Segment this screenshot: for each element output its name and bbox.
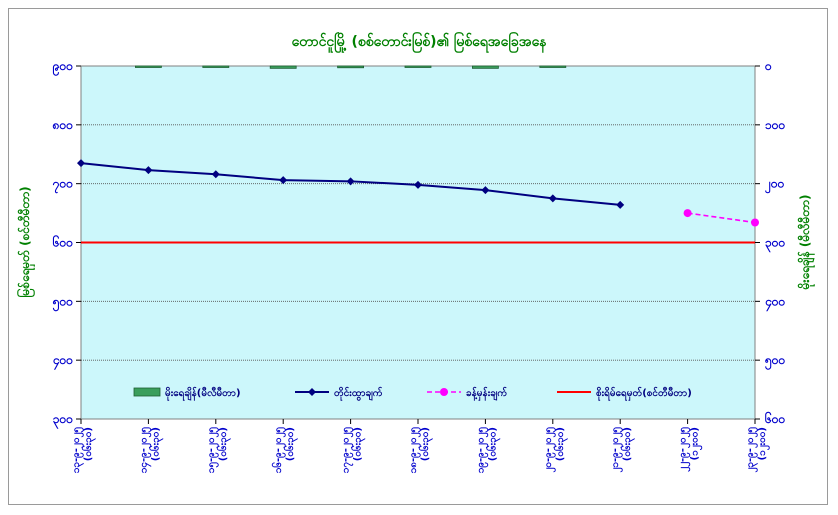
x-tick-label: ၁၅-၉-၂၀၂၅ (၀၆း၃၀) — [206, 427, 232, 473]
x-tick-label: ၂၂-၉-၂၀၂၅ (၁၂း၀၀) — [678, 427, 704, 472]
x-tick-time: (၀၆း၃၀) — [81, 427, 97, 461]
x-tick-label: ၂၀-၉-၂၀၂၅ (၀၆း၃၀) — [543, 427, 569, 473]
right-tick-label: ၀ — [764, 59, 772, 73]
legend-marker-forecast — [440, 388, 448, 396]
legend-label-rainfall: မိုးရေချိန်(မီလီမီတာ) — [165, 386, 241, 402]
rainfall-bar — [404, 65, 432, 68]
x-tick-label: ၁၈-၉-၂၀၂၅ (၀၆း၃၀) — [408, 427, 434, 473]
x-tick-date: ၁၈-၉-၂၀၂၅ — [408, 427, 422, 473]
left-tick-label: ၇၀၀ — [52, 177, 74, 195]
x-tick-time: (၀၆း၃၀) — [148, 427, 164, 461]
forecast-point — [683, 209, 692, 218]
right-tick-label: ၃၀၀ — [765, 236, 786, 254]
right-tick-label: ၂၀၀ — [764, 177, 785, 195]
legend-swatch-rainfall — [133, 387, 161, 397]
x-tick-label: ၁၄-၉-၂၀၂၅ (၀၆း၃၀) — [138, 427, 164, 473]
right-tick-label: ၆၀၀ — [764, 410, 786, 426]
x-tick-time: (၀၆း၃၀) — [418, 427, 434, 461]
right-tick-label: ၄၀၀ — [764, 294, 786, 312]
observed-point — [144, 166, 153, 175]
forecast-point — [751, 218, 759, 227]
x-tick-time: (၀၆း၃၀) — [485, 427, 501, 461]
x-tick-label: ၂၁-၉-၂၀၂၅ (၀၆း၃၀) — [610, 427, 636, 473]
x-tick-date: ၁၆-၉-၂၀၂၅ — [271, 427, 287, 473]
observed-point — [346, 177, 355, 186]
x-tick-time: (၁၂း၀၀) — [757, 427, 771, 460]
observed-point — [211, 170, 220, 179]
left-tick-label: ၆၀၀ — [52, 234, 74, 250]
y-axis-label-right: မိုးရေချိန် (မီလီမီတာ) — [796, 195, 816, 291]
observed-point — [279, 176, 288, 185]
chart-svg: တောင်ငူမြို့ (စစ်တောင်းမြစ်)၏ မြစ်ရေအခြေ… — [15, 32, 816, 473]
legend: မိုးရေချိန်(မီလီမီတာ) တိုင်းထွာချက် ခန့်မှ… — [133, 386, 692, 402]
rainfall-bar — [202, 65, 230, 68]
y-axis-label-left: မြစ်ရေမှတ် (စင်တီမီတာ) — [15, 186, 36, 297]
x-tick-label: ၂၃-၉-၂၀၂၅ (၁၂း၀၀) — [745, 427, 771, 473]
legend-label-warning: စိုးရိမ်ရေမှတ်(စင်တီမီတာ) — [596, 386, 692, 402]
x-tick-time: (၀၆း၃၀) — [351, 427, 367, 461]
observed-point — [548, 194, 557, 203]
legend-label-forecast: ခန့်မှန်းချက် — [466, 386, 507, 402]
rainfall-bar — [135, 65, 162, 68]
observed-point — [414, 180, 422, 189]
right-tick-label: ၅၀၀ — [764, 353, 786, 371]
forecast-line — [687, 212, 756, 224]
x-tick-time: (၀၆း၃၀) — [553, 427, 569, 461]
x-tick-date: ၁၃-၉-၂၀၂၅ — [71, 427, 85, 473]
x-tick-date: ၂၁-၉-၂၀၂၅ — [610, 427, 624, 473]
x-tick-date: ၁၉-၉-၂၀၂၅ — [475, 427, 489, 473]
x-tick-label: ၁၃-၉-၂၀၂၅ (၀၆း၃၀) — [71, 427, 97, 473]
rainfall-bars — [135, 65, 567, 69]
chart-title: တောင်ငူမြို့ (စစ်တောင်းမြစ်)၏ မြစ်ရေအခြေ… — [292, 32, 548, 53]
x-tick-label: ၁၇-၉-၂၀၂၅ (၀၆း၃၀) — [341, 427, 367, 473]
x-tick-date: ၂၀-၉-၂၀၂၅ — [543, 427, 557, 473]
legend-marker-observed — [308, 388, 316, 396]
rainfall-bar — [337, 65, 365, 69]
chart-frame: တောင်ငူမြို့ (စစ်တောင်းမြစ်)၏ မြစ်ရေအခြေ… — [8, 8, 828, 505]
rainfall-bar — [471, 65, 499, 69]
left-tick-label: ၉၀၀ — [52, 59, 74, 77]
x-tick-time: (၁၂း၀၀) — [690, 427, 704, 460]
observed-point — [616, 200, 625, 209]
legend-label-observed: တိုင်းထွာချက် — [334, 386, 383, 402]
right-tick-label: ၁၀၀ — [765, 118, 786, 132]
left-tick-label: ၈၀၀ — [52, 118, 74, 132]
x-tick-time: (၀၆း၃၀) — [283, 427, 299, 461]
x-tick-date: ၂၂-၉-၂၀၂၅ — [678, 427, 692, 472]
rainfall-bar — [269, 65, 297, 69]
rainfall-bar — [539, 65, 567, 68]
left-tick-label: ၄၀၀ — [52, 353, 74, 371]
series-lines — [77, 159, 759, 227]
left-tick-label: ၅၀၀ — [52, 294, 74, 312]
x-tick-date: ၁၄-၉-၂၀၂၅ — [138, 427, 152, 473]
x-tick-label: ၁၉-၉-၂၀၂၅ (၀၆း၃၀) — [475, 427, 501, 473]
x-tick-date: ၂၃-၉-၂၀၂၅ — [745, 427, 759, 473]
x-tick-label: ၁၆-၉-၂၀၂၅ (၀၆း၃၀) — [271, 427, 299, 473]
x-tick-date: ၁၅-၉-၂၀၂၅ — [206, 427, 220, 473]
left-tick-label: ၃၀၀ — [53, 412, 74, 430]
x-tick-time: (၀၆း၃၀) — [216, 427, 232, 461]
observed-point — [481, 186, 490, 195]
x-axis-ticks: ၁၃-၉-၂၀၂၅ (၀၆း၃၀) ၁၄-၉-၂၀၂၅ (၀၆း၃၀) ၁၅-၉-၂၀၂… — [71, 419, 771, 473]
observed-point — [77, 159, 85, 168]
x-tick-time: (၀၆း၃၀) — [620, 427, 636, 461]
x-tick-date: ၁၇-၉-၂၀၂၅ — [341, 427, 355, 473]
